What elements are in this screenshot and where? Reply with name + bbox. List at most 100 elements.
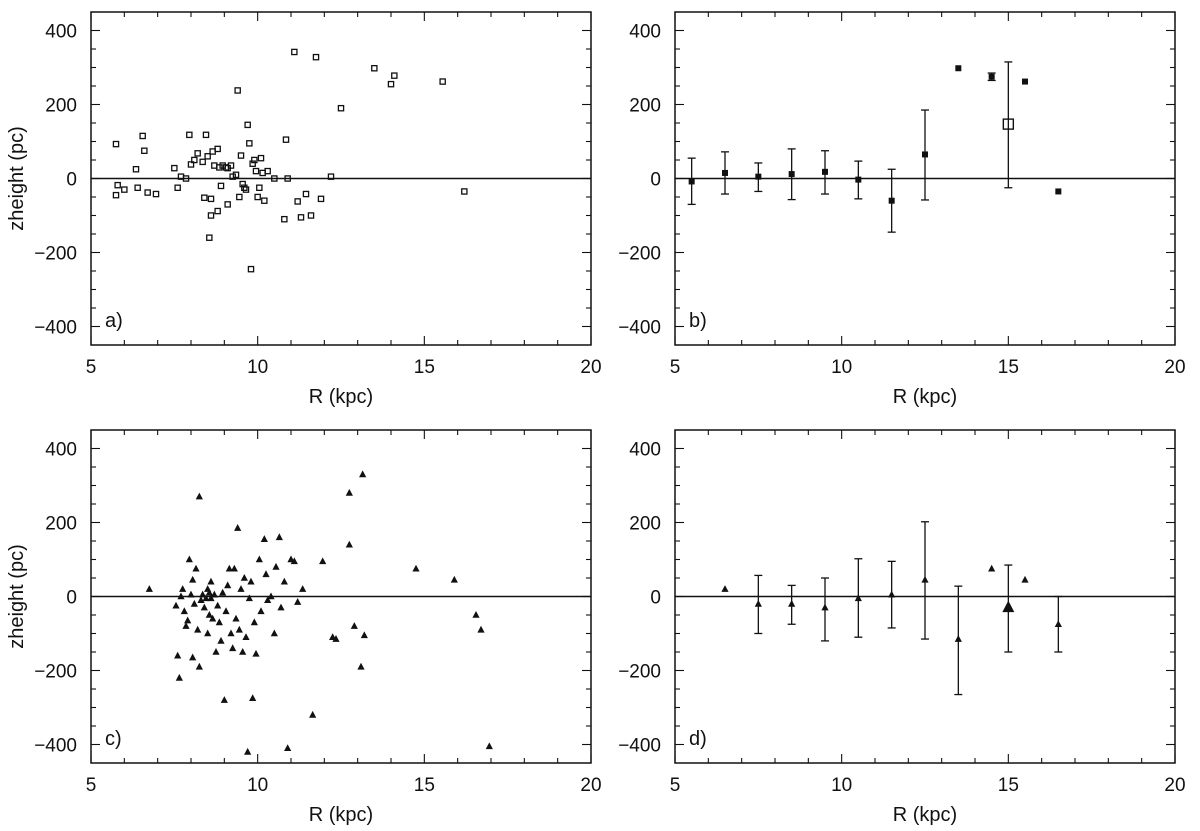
x-tick-label: 20: [1164, 775, 1185, 796]
x-tick-label: 10: [247, 357, 268, 378]
chart-panel: 5 10 15 20 400 200 0 −200 −400 R (kpc) zheight (pc…: [6, 429, 602, 826]
chart-panel: 5 10 15 20 400 200 0 −200 −400 R (kpc) d): [618, 429, 1186, 826]
data-point: [1055, 188, 1062, 195]
data-point: [1022, 78, 1028, 85]
x-axis-label: R (kpc): [309, 386, 373, 408]
data-point: [245, 594, 253, 602]
x-axis-label: R (kpc): [893, 804, 957, 826]
data-point: [171, 164, 178, 172]
panel-label: a): [105, 310, 123, 332]
data-point: [112, 140, 120, 148]
panel-label: b): [689, 310, 707, 332]
data-point: [210, 590, 218, 598]
data-point: [297, 214, 305, 221]
data-point: [252, 167, 260, 175]
data-point: [175, 673, 183, 681]
data-point: [139, 132, 146, 140]
data-point: [201, 194, 208, 201]
data-point: [209, 614, 217, 622]
data-point: [345, 488, 353, 496]
data-point: [477, 625, 485, 633]
data-series: [145, 470, 493, 755]
data-point: [472, 611, 480, 618]
data-point: [1002, 600, 1015, 613]
data-point: [312, 53, 320, 61]
data-point: [294, 598, 302, 605]
data-point: [236, 193, 243, 201]
y-tick-label: 400: [45, 440, 77, 461]
data-point: [485, 742, 493, 750]
data-point: [254, 193, 261, 201]
y-axis-label: zheight (pc): [6, 126, 28, 231]
data-point: [294, 198, 301, 205]
x-tick-label: 15: [414, 357, 435, 378]
data-point: [190, 599, 198, 607]
data-point: [722, 169, 728, 176]
data-point: [141, 147, 148, 154]
data-point: [357, 662, 365, 670]
data-point: [309, 710, 317, 718]
x-tick-label: 10: [831, 357, 852, 378]
data-point: [222, 607, 230, 615]
data-point: [192, 564, 200, 572]
data-point: [249, 694, 257, 702]
data-point: [224, 581, 232, 589]
data-point: [290, 557, 298, 565]
data-point: [230, 564, 238, 572]
x-tick-label: 15: [414, 775, 435, 796]
data-point: [214, 145, 221, 153]
data-point: [256, 184, 263, 191]
data-point: [204, 153, 211, 160]
y-tick-label: 0: [650, 170, 661, 191]
data-point: [219, 588, 227, 596]
data-point: [788, 599, 796, 607]
data-point: [271, 175, 278, 182]
data-point: [186, 131, 193, 139]
data-point: [214, 601, 222, 609]
data-point: [822, 168, 828, 175]
data-point: [202, 131, 210, 139]
data-point: [327, 173, 335, 180]
y-tick-label: 0: [66, 170, 77, 191]
data-point: [174, 651, 182, 659]
data-point: [145, 585, 153, 592]
data-point: [260, 535, 268, 542]
data-point: [270, 629, 278, 637]
y-tick-label: 400: [629, 440, 661, 461]
data-point: [255, 555, 263, 563]
data-point: [204, 629, 212, 637]
data-point: [237, 152, 245, 159]
data-point: [921, 575, 929, 583]
x-tick-label: 5: [670, 357, 681, 378]
data-point: [299, 585, 307, 592]
data-point: [224, 201, 231, 208]
y-tick-label: −400: [618, 318, 661, 339]
data-point: [242, 633, 250, 640]
data-point: [240, 574, 248, 581]
y-tick-label: 0: [650, 588, 661, 609]
data-point: [197, 596, 205, 603]
data-point: [194, 625, 202, 633]
data-point: [988, 73, 995, 80]
y-tick-label: −400: [34, 318, 77, 339]
data-point: [317, 195, 325, 203]
data-point: [199, 590, 207, 598]
data-point: [235, 625, 243, 633]
x-tick-label: 5: [670, 775, 681, 796]
data-point: [199, 158, 206, 166]
data-point: [185, 555, 193, 563]
data-point: [291, 48, 298, 56]
data-point: [450, 575, 458, 583]
data-point: [252, 649, 260, 657]
data-point: [788, 171, 795, 178]
data-point: [144, 189, 151, 196]
data-point: [888, 590, 896, 598]
x-tick-label: 20: [580, 357, 601, 378]
data-point: [302, 190, 310, 198]
data-point: [114, 181, 121, 189]
data-point: [1002, 118, 1015, 130]
data-point: [359, 470, 367, 478]
y-tick-label: −400: [618, 736, 661, 757]
data-point: [247, 577, 255, 585]
data-point: [177, 592, 185, 600]
